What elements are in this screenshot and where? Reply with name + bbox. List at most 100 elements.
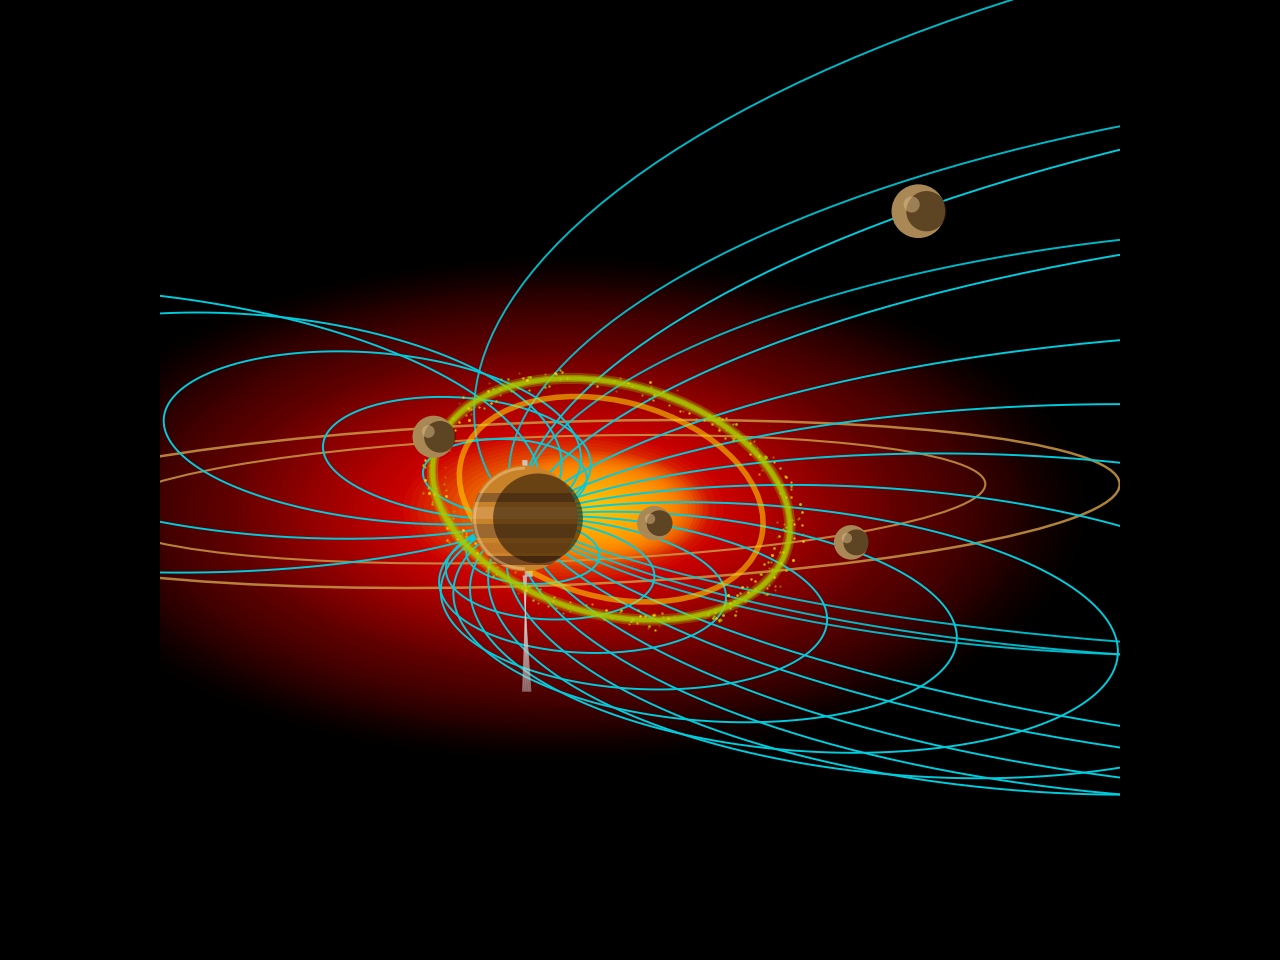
Ellipse shape (486, 472, 640, 545)
Ellipse shape (63, 267, 1065, 751)
Ellipse shape (180, 324, 946, 693)
Ellipse shape (320, 392, 806, 627)
Ellipse shape (504, 465, 681, 553)
Ellipse shape (292, 377, 835, 640)
Ellipse shape (507, 467, 677, 551)
Ellipse shape (458, 459, 668, 559)
Ellipse shape (334, 397, 792, 620)
Circle shape (646, 511, 672, 536)
Circle shape (906, 191, 947, 231)
Ellipse shape (417, 438, 709, 580)
FancyBboxPatch shape (472, 493, 577, 501)
Ellipse shape (49, 260, 1078, 757)
Ellipse shape (410, 435, 717, 583)
Ellipse shape (558, 492, 627, 526)
Ellipse shape (573, 499, 612, 518)
Circle shape (904, 197, 920, 212)
Ellipse shape (35, 253, 1092, 764)
FancyBboxPatch shape (472, 507, 577, 519)
Ellipse shape (146, 307, 980, 710)
Ellipse shape (554, 490, 630, 528)
Ellipse shape (264, 365, 863, 653)
Ellipse shape (355, 408, 772, 610)
Ellipse shape (152, 310, 974, 707)
Ellipse shape (124, 298, 1002, 720)
Ellipse shape (530, 478, 654, 540)
Ellipse shape (521, 489, 605, 529)
Ellipse shape (97, 284, 1029, 734)
Ellipse shape (397, 428, 730, 589)
Ellipse shape (527, 476, 658, 541)
Ellipse shape (570, 497, 614, 520)
Ellipse shape (438, 448, 689, 569)
Ellipse shape (41, 256, 1085, 760)
Circle shape (645, 514, 655, 524)
Ellipse shape (166, 317, 960, 701)
Ellipse shape (549, 502, 577, 516)
FancyBboxPatch shape (472, 557, 577, 564)
Ellipse shape (278, 371, 849, 647)
Ellipse shape (545, 486, 639, 532)
FancyBboxPatch shape (472, 523, 577, 539)
Ellipse shape (383, 421, 744, 596)
Ellipse shape (369, 415, 758, 603)
Ellipse shape (76, 274, 1051, 744)
Ellipse shape (524, 474, 662, 543)
Ellipse shape (160, 314, 966, 704)
Circle shape (637, 506, 672, 540)
Circle shape (424, 420, 456, 452)
Ellipse shape (515, 486, 612, 532)
Ellipse shape (375, 419, 751, 599)
Ellipse shape (480, 468, 646, 549)
Ellipse shape (431, 445, 695, 572)
Ellipse shape (424, 442, 703, 576)
Ellipse shape (520, 472, 666, 545)
Ellipse shape (312, 388, 814, 630)
Ellipse shape (485, 455, 699, 563)
Ellipse shape (543, 484, 643, 534)
Ellipse shape (340, 401, 786, 616)
Ellipse shape (174, 321, 952, 697)
Ellipse shape (566, 495, 620, 522)
Ellipse shape (195, 330, 932, 687)
Ellipse shape (452, 455, 675, 563)
Ellipse shape (535, 495, 591, 522)
Ellipse shape (257, 361, 869, 657)
Ellipse shape (550, 488, 635, 530)
Ellipse shape (104, 287, 1023, 731)
Ellipse shape (488, 457, 696, 561)
Ellipse shape (236, 351, 891, 666)
Ellipse shape (497, 461, 689, 557)
Ellipse shape (361, 411, 765, 607)
Ellipse shape (118, 294, 1009, 724)
Ellipse shape (215, 341, 911, 677)
Ellipse shape (298, 381, 828, 636)
Ellipse shape (543, 499, 584, 518)
Circle shape (412, 416, 454, 458)
Ellipse shape (557, 505, 570, 513)
Circle shape (493, 473, 582, 564)
Ellipse shape (589, 507, 596, 511)
Ellipse shape (83, 277, 1043, 741)
Ellipse shape (516, 470, 668, 547)
Circle shape (472, 466, 577, 571)
Ellipse shape (581, 503, 604, 515)
Ellipse shape (347, 405, 780, 613)
Ellipse shape (466, 462, 660, 556)
Circle shape (844, 530, 869, 555)
Ellipse shape (500, 479, 626, 540)
Ellipse shape (535, 480, 650, 538)
Ellipse shape (494, 475, 632, 542)
Ellipse shape (480, 453, 704, 564)
Ellipse shape (539, 482, 646, 536)
Ellipse shape (585, 505, 599, 513)
Ellipse shape (271, 368, 855, 650)
Ellipse shape (187, 327, 940, 690)
Circle shape (835, 525, 868, 560)
Ellipse shape (223, 344, 904, 674)
Circle shape (892, 184, 946, 238)
FancyBboxPatch shape (472, 542, 577, 553)
Ellipse shape (250, 358, 877, 660)
Ellipse shape (243, 354, 883, 663)
Ellipse shape (132, 300, 995, 717)
